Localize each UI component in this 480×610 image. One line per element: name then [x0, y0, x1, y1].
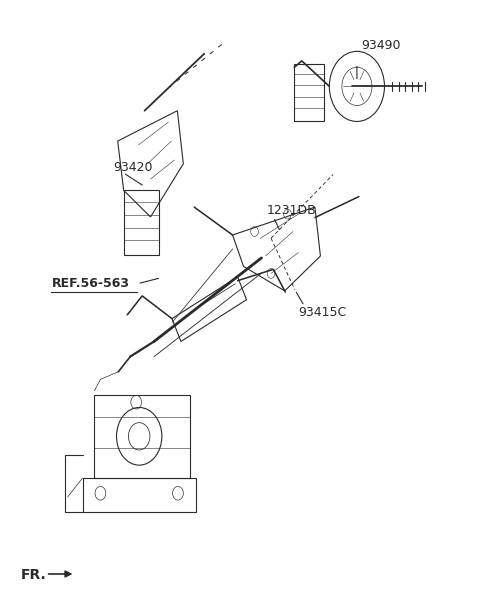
Text: REF.56-563: REF.56-563: [51, 278, 130, 290]
Text: 93420: 93420: [114, 161, 153, 174]
Text: 1231DB: 1231DB: [266, 204, 316, 217]
Text: 93490: 93490: [362, 38, 401, 52]
Text: FR.: FR.: [21, 568, 46, 581]
Text: 93415C: 93415C: [298, 306, 347, 319]
